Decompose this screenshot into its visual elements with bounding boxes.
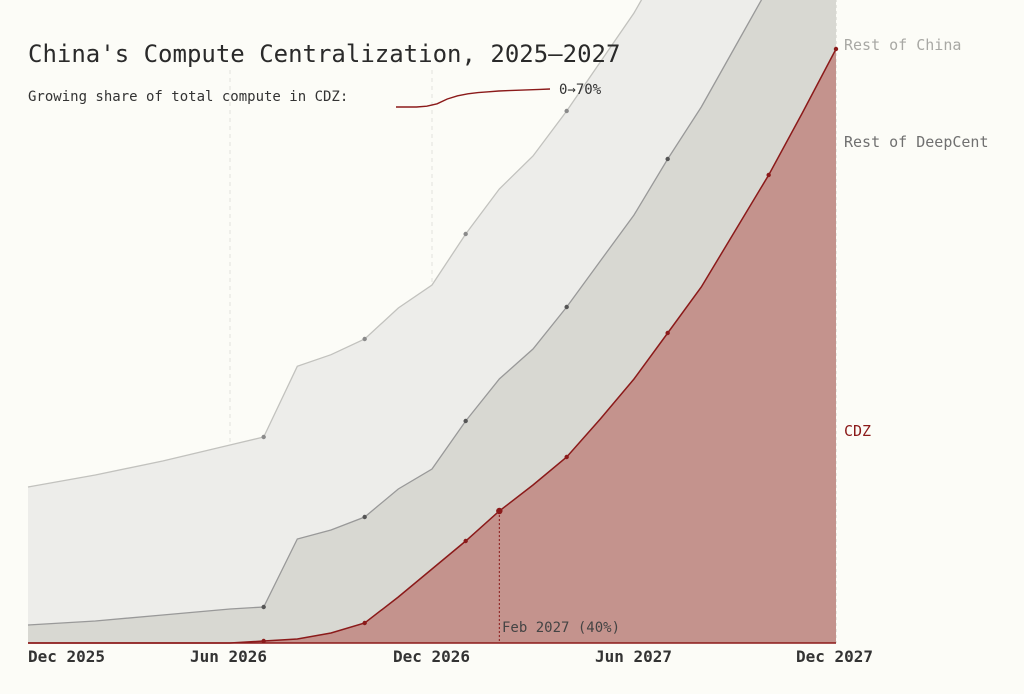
x-tick-label: Jun 2027 — [595, 647, 673, 666]
series-markers — [261, 46, 839, 644]
x-tick-label: Jun 2026 — [190, 647, 268, 666]
legend-label-rest-of-deepcent: Rest of DeepCent — [844, 133, 989, 151]
sparkline-label: 0→70% — [559, 82, 602, 98]
area-rest-of-deepcent — [28, 0, 836, 643]
x-tick-label: Dec 2027 — [796, 647, 874, 666]
cdz-data-point — [261, 638, 266, 644]
line-cdz — [28, 48, 837, 644]
rest-of-china-data-point — [564, 108, 569, 114]
chart-title: China's Compute Centralization, 2025–202… — [28, 40, 621, 68]
deepcent-data-point — [665, 156, 670, 162]
deepcent-data-point — [564, 304, 569, 310]
annotation-label: Feb 2027 (40%) — [502, 620, 621, 636]
legend-label-cdz: CDZ — [844, 422, 872, 440]
cdz-data-point — [833, 46, 839, 52]
annotation-point — [496, 507, 503, 515]
legend-label-rest-of-china: Rest of China — [844, 36, 962, 54]
cdz-data-point — [463, 538, 468, 544]
deepcent-data-point — [362, 514, 367, 520]
line-rest-of-china — [27, 0, 643, 488]
rest-of-china-data-point — [261, 434, 266, 440]
cdz-share-sparkline — [396, 88, 551, 108]
deepcent-data-point — [261, 604, 266, 610]
chart-subtitle: Growing share of total compute in CDZ: — [28, 89, 349, 105]
x-tick-label: Dec 2026 — [393, 647, 471, 666]
area-rest-of-china — [28, 0, 762, 625]
deepcent-data-point — [463, 418, 468, 424]
cdz-data-point — [766, 172, 771, 178]
rest-of-china-data-point — [463, 231, 468, 237]
cdz-data-point — [665, 330, 670, 336]
area-cdz — [28, 49, 836, 643]
rest-of-china-data-point — [362, 336, 367, 342]
cdz-data-point — [362, 620, 367, 626]
cdz-data-point — [564, 454, 569, 460]
line-rest-of-deepcent — [27, 0, 763, 626]
x-tick-label: Dec 2025 — [28, 647, 106, 666]
